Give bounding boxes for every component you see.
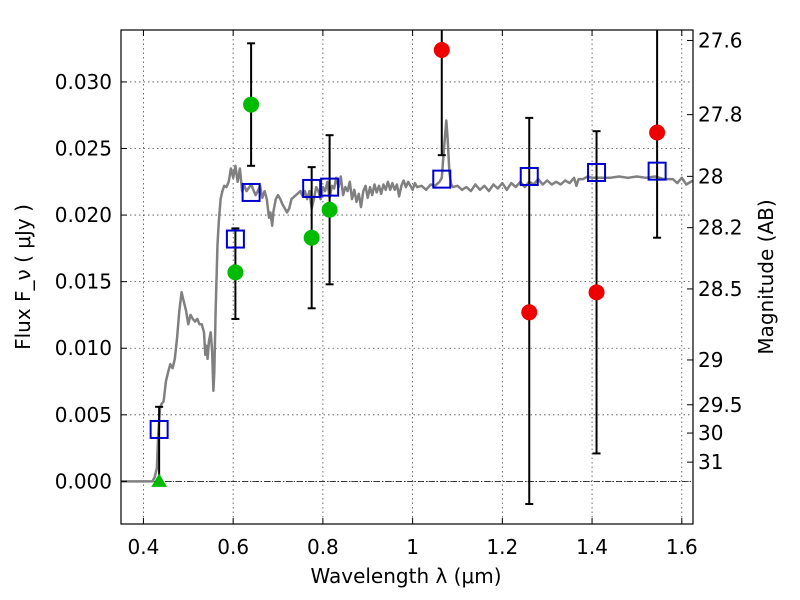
right-tick-label: 31	[698, 450, 723, 474]
y-tick-labels: 0.000 0.005 0.010 0.015 0.020 0.025 0.030	[55, 70, 112, 493]
x-tick-label: 1.4	[576, 535, 608, 559]
axis-ticks	[121, 30, 693, 524]
observed-point	[243, 96, 260, 113]
x-tick-label: 1.6	[666, 535, 698, 559]
x-tick-label: 0.6	[217, 535, 249, 559]
observed-point	[433, 41, 450, 58]
y-tick-label: 0.025	[55, 137, 112, 161]
x-tick-labels: 0.4 0.6 0.8 1 1.2 1.4 1.6	[128, 535, 698, 559]
right-tick-label: 29	[698, 348, 723, 372]
right-axis-label: Magnitude (AB)	[754, 199, 778, 354]
sed-curve-layer	[121, 119, 694, 483]
y-axis-label: Flux F_ν ( μJy )	[11, 204, 35, 350]
model-points	[149, 161, 667, 439]
y-tick-label: 0.000	[55, 469, 112, 493]
model-point	[241, 182, 261, 202]
model-point	[587, 162, 607, 182]
model-point	[320, 177, 340, 197]
y-tick-label: 0.010	[55, 336, 112, 360]
right-tick-label: 30	[698, 421, 723, 445]
model-point	[225, 229, 245, 249]
y-tick-label: 0.030	[55, 70, 112, 94]
y-tick-label: 0.020	[55, 203, 112, 227]
right-tick-label: 28.2	[698, 216, 743, 240]
x-tick-label: 1.2	[486, 535, 518, 559]
model-point	[149, 419, 169, 439]
model-point	[647, 161, 667, 181]
model-point	[432, 169, 452, 189]
right-tick-label: 28	[698, 164, 723, 188]
y-tick-label: 0.015	[55, 270, 112, 294]
observed-point	[321, 201, 338, 218]
sed-curve	[121, 119, 694, 483]
right-tick-label: 27.6	[698, 28, 743, 52]
model-point	[519, 166, 539, 186]
x-tick-label: 0.8	[307, 535, 339, 559]
observed-point	[303, 229, 320, 246]
observed-point	[521, 304, 538, 321]
right-tick-label: 27.8	[698, 103, 743, 127]
plot-frame	[120, 29, 694, 525]
grid	[121, 30, 693, 524]
right-tick-label: 28.5	[698, 277, 743, 301]
x-axis-label: Wavelength λ (μm)	[310, 564, 501, 588]
observed-upper-limit	[151, 473, 168, 487]
observed-point	[588, 284, 605, 301]
observed-point	[227, 264, 244, 281]
observed-points	[151, 41, 666, 487]
right-tick-label: 29.5	[698, 393, 743, 417]
x-tick-label: 1	[406, 535, 419, 559]
y-tick-label: 0.005	[55, 403, 112, 427]
x-tick-label: 0.4	[128, 535, 160, 559]
right-tick-labels: 27.6 27.8 28 28.2 28.5 29 29.5 30 31	[698, 28, 743, 474]
observed-point	[649, 124, 666, 141]
